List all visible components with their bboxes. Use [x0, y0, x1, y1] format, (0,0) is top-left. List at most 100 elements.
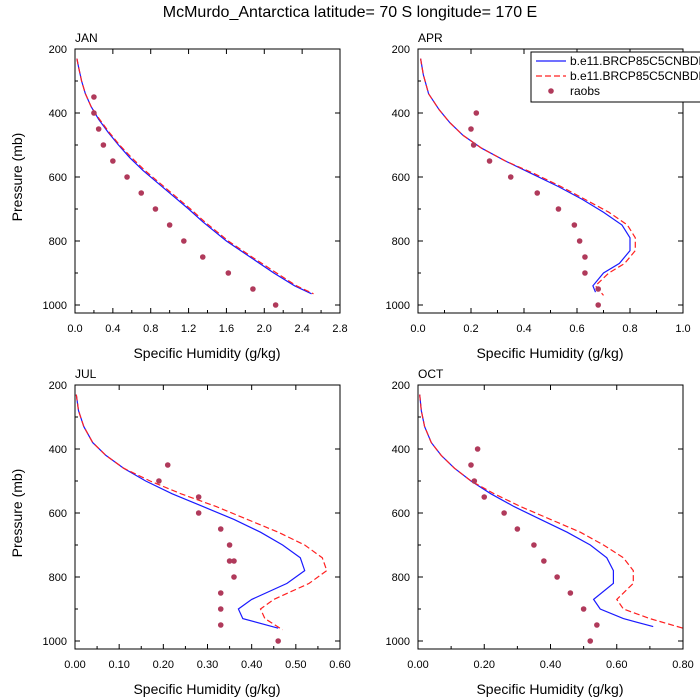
legend-label-raobs: raobs [570, 84, 600, 98]
raobs-point-jul [226, 542, 233, 548]
x-tick-label-jan: 2.4 [294, 323, 309, 335]
x-tick-label-jan: 0.4 [105, 323, 120, 335]
x-tick-label-apr: 1.0 [675, 323, 690, 335]
raobs-point-jul [217, 590, 224, 596]
panel-apr: APR Specific Humidity (g/kg) 0.0 0.2 0.4 0.… [386, 31, 691, 361]
panel-title-oct: OCT [418, 367, 444, 381]
raobs-point-jan [225, 270, 232, 276]
raobs-point-jan [110, 158, 116, 164]
y-tick-label-oct: 200 [392, 380, 410, 392]
raobs-point-jan [95, 126, 102, 132]
y-tick-label-oct: 400 [392, 444, 410, 456]
raobs-point-oct [481, 494, 488, 500]
x-tick-label-oct: 0.00 [407, 659, 428, 671]
raobs-point-apr [486, 158, 493, 164]
x-tick-label-jul: 0.20 [153, 659, 174, 671]
x-axis-label-jul: Specific Humidity (g/kg) [133, 681, 280, 697]
x-tick-label-jan: 0.8 [143, 323, 158, 335]
raobs-point-jul [195, 510, 202, 516]
legend-marker-raobs [548, 88, 554, 94]
raobs-point-jul [217, 606, 224, 612]
x-tick-label-apr: 0.8 [622, 323, 637, 335]
x-tick-label-jul: 0.50 [285, 659, 306, 671]
raobs-point-oct [594, 622, 600, 628]
legend: b.e11.BRCP85C5CNBDRD.f09_g16.001 b.e11.B… [530, 51, 700, 103]
plot-frame-jan [74, 48, 341, 314]
legend-label-model1: b.e11.BRCP85C5CNBDRD.f09_g16.001 [570, 54, 700, 68]
y-axis-label-jul: Pressure (mb) [9, 469, 25, 558]
y-tick-label-jan: 600 [49, 172, 67, 184]
raobs-point-jan [138, 190, 145, 196]
raobs-point-jul [226, 558, 233, 564]
x-tick-label-oct: 0.60 [606, 659, 627, 671]
y-axis-label-jan: Pressure (mb) [9, 133, 25, 222]
raobs-point-jan [100, 142, 107, 148]
y-tick-label-oct: 800 [392, 572, 410, 584]
raobs-point-oct [514, 526, 521, 532]
y-tick-label-jul: 800 [49, 572, 67, 584]
model2-line-apr [420, 58, 636, 296]
model1-line-jul [75, 394, 306, 629]
raobs-point-jul [217, 622, 224, 628]
raobs-point-jul [164, 462, 171, 468]
model1-line-jan [76, 58, 312, 295]
raobs-point-apr [582, 270, 588, 276]
x-tick-label-jan: 2.0 [257, 323, 272, 335]
raobs-point-oct [554, 574, 560, 580]
raobs-point-jan [199, 254, 206, 260]
raobs-point-apr [595, 302, 601, 308]
figure-title: McMurdo_Antarctica latitude= 70 S longit… [162, 4, 538, 21]
raobs-point-jan [181, 238, 187, 244]
x-tick-label-apr: 0.0 [410, 323, 425, 335]
panel-jul: JUL Pressure (mb) Specific Humidity (g/k… [9, 367, 351, 697]
x-tick-label-jan: 1.2 [181, 323, 196, 335]
panel-title-jul: JUL [75, 367, 97, 381]
x-axis-label-apr: Specific Humidity (g/kg) [476, 345, 623, 361]
raobs-point-oct [531, 542, 537, 548]
x-tick-label-apr: 0.2 [463, 323, 478, 335]
x-tick-label-jan: 2.8 [332, 323, 347, 335]
y-tick-label-apr: 400 [392, 108, 410, 120]
panel-oct: OCT Specific Humidity (g/kg) 0.00 0.20 0.4… [386, 367, 694, 697]
raobs-point-jul [275, 638, 281, 644]
raobs-point-jan [250, 286, 256, 292]
y-tick-label-jan: 400 [49, 108, 67, 120]
x-tick-label-jul: 0.60 [329, 659, 350, 671]
x-tick-label-jul: 0.00 [64, 659, 85, 671]
raobs-point-apr [473, 110, 480, 116]
x-tick-label-jul: 0.10 [108, 659, 129, 671]
x-tick-label-apr: 0.4 [516, 323, 531, 335]
raobs-point-apr [571, 222, 578, 228]
y-tick-label-jul: 200 [49, 380, 67, 392]
model2-line-jan [76, 58, 314, 295]
y-tick-label-jan: 1000 [43, 300, 67, 312]
raobs-point-oct [501, 510, 507, 516]
plot-frame-oct [417, 384, 684, 650]
model1-line-oct [419, 394, 654, 628]
raobs-point-apr [470, 142, 477, 148]
raobs-point-jan [91, 110, 97, 116]
x-tick-label-apr: 0.6 [569, 323, 584, 335]
x-tick-label-oct: 0.80 [672, 659, 693, 671]
raobs-point-apr [534, 190, 541, 196]
raobs-point-apr [555, 206, 562, 212]
raobs-point-apr [507, 174, 514, 180]
y-tick-label-jan: 200 [49, 44, 67, 56]
model2-line-jul [75, 394, 328, 631]
y-tick-label-oct: 600 [392, 508, 410, 520]
model2-line-oct [419, 394, 684, 629]
y-tick-label-jan: 800 [49, 236, 67, 248]
raobs-point-jul [231, 574, 237, 580]
raobs-point-jul [231, 558, 237, 564]
legend-box [530, 51, 700, 103]
raobs-point-jul [195, 494, 202, 500]
y-tick-label-jul: 600 [49, 508, 67, 520]
raobs-point-oct [541, 558, 547, 564]
raobs-point-apr [582, 254, 588, 260]
raobs-point-oct [474, 446, 481, 452]
y-tick-label-apr: 1000 [386, 300, 410, 312]
raobs-point-jan [166, 222, 173, 228]
x-tick-label-jul: 0.30 [197, 659, 218, 671]
raobs-point-jan [272, 302, 279, 308]
